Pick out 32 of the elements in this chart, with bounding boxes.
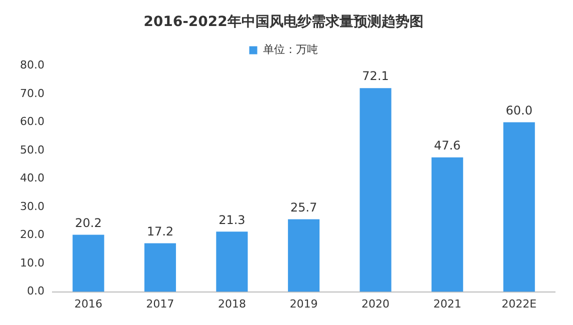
y-tick-label: 0.0 bbox=[26, 284, 44, 298]
text: 60.0 bbox=[506, 103, 532, 118]
y-tick-label: 50.0 bbox=[20, 143, 44, 156]
y-tick-label: 20.0 bbox=[20, 228, 44, 242]
text: 20.2 bbox=[75, 216, 102, 230]
text: 47.6 bbox=[434, 138, 461, 152]
y-tick-label: 80.0 bbox=[20, 58, 44, 72]
bar bbox=[216, 232, 248, 292]
x-tick-label: 2021 bbox=[433, 297, 462, 310]
y-tick-label: 10.0 bbox=[20, 256, 44, 270]
text: 72.1 bbox=[362, 69, 389, 84]
x-tick-label: 2022E bbox=[502, 297, 537, 310]
y-tick-label: 70.0 bbox=[20, 86, 44, 100]
x-tick-label: 2020 bbox=[362, 297, 390, 310]
bar bbox=[503, 122, 535, 292]
y-tick-label: 40.0 bbox=[20, 172, 44, 185]
text: 21.3 bbox=[218, 212, 246, 227]
bar bbox=[288, 219, 320, 292]
x-tick-label: 2017 bbox=[146, 297, 174, 310]
x-tick-label: 2018 bbox=[218, 297, 246, 310]
y-tick-label: 60.0 bbox=[20, 115, 44, 128]
bar bbox=[432, 157, 464, 292]
text: 25.7 bbox=[290, 200, 318, 214]
x-tick-label: 2016 bbox=[74, 297, 102, 310]
chart-title: 2016-2022年中国风电纱需求量预测趋势图 bbox=[144, 14, 424, 30]
y-tick-label: 30.0 bbox=[20, 200, 44, 213]
legend-label: 单位：万吨 bbox=[262, 43, 318, 56]
bar bbox=[144, 243, 176, 292]
bar bbox=[72, 234, 104, 292]
bar bbox=[360, 88, 392, 292]
x-tick-label: 2019 bbox=[290, 297, 318, 310]
text: 17.2 bbox=[146, 224, 174, 238]
